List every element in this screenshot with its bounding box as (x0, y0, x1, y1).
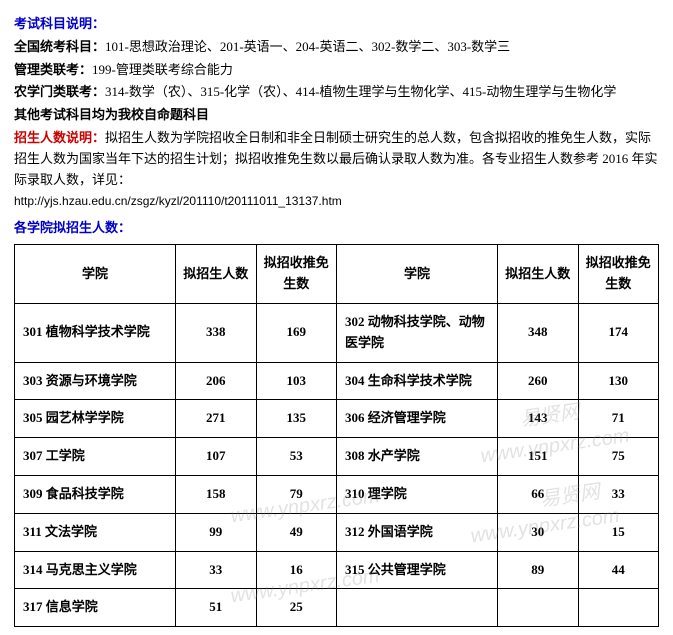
number-cell: 206 (176, 362, 257, 400)
college-name-cell (337, 589, 498, 627)
number-cell: 130 (578, 362, 659, 400)
table-row: 311 文法学院9949312 外国语学院3015 (15, 513, 659, 551)
info-line: 全国统考科目：101-思想政治理论、201-英语一、204-英语二、302-数学… (14, 37, 659, 58)
college-name-cell: 302 动物科技学院、动物医学院 (337, 303, 498, 362)
table-header-row: 学院 拟招生人数 拟招收推免生数 学院 拟招生人数 拟招收推免生数 (15, 245, 659, 304)
number-cell: 30 (498, 513, 579, 551)
number-cell: 89 (498, 551, 579, 589)
info-line-prefix: 全国统考科目： (14, 39, 105, 54)
notice-prefix: 招生人数说明： (14, 130, 105, 145)
enrollment-notice: 招生人数说明：拟招生人数为学院招收全日制和非全日制硕士研究生的总人数，包含拟招收… (14, 128, 659, 190)
info-line: 管理类联考：199-管理类联考综合能力 (14, 60, 659, 81)
header-recommend-2: 拟招收推免生数 (578, 245, 659, 304)
number-cell: 151 (498, 438, 579, 476)
number-cell: 169 (256, 303, 337, 362)
number-cell: 103 (256, 362, 337, 400)
table-row: 305 园艺林学学院271135306 经济管理学院14371 (15, 400, 659, 438)
number-cell: 107 (176, 438, 257, 476)
info-line-text: 314-数学（农）、315-化学（农）、414-植物生理学与生物化学、415-动… (105, 84, 616, 99)
number-cell: 143 (498, 400, 579, 438)
info-line-text: 101-思想政治理论、201-英语一、204-英语二、302-数学二、303-数… (105, 39, 510, 54)
number-cell: 49 (256, 513, 337, 551)
number-cell: 348 (498, 303, 579, 362)
table-row: 317 信息学院5125 (15, 589, 659, 627)
info-line-text: 199-管理类联考综合能力 (92, 62, 233, 77)
college-name-cell: 305 园艺林学学院 (15, 400, 176, 438)
table-row: 303 资源与环境学院206103304 生命科学技术学院260130 (15, 362, 659, 400)
college-name-cell: 311 文法学院 (15, 513, 176, 551)
table-row: 314 马克思主义学院3316315 公共管理学院8944 (15, 551, 659, 589)
college-name-cell: 308 水产学院 (337, 438, 498, 476)
number-cell: 25 (256, 589, 337, 627)
number-cell: 44 (578, 551, 659, 589)
notice-text: 拟招生人数为学院招收全日制和非全日制硕士研究生的总人数，包含拟招收的推免生人数，… (14, 130, 658, 187)
number-cell: 33 (578, 475, 659, 513)
number-cell: 174 (578, 303, 659, 362)
college-name-cell: 306 经济管理学院 (337, 400, 498, 438)
number-cell: 79 (256, 475, 337, 513)
college-name-cell: 315 公共管理学院 (337, 551, 498, 589)
notice-url: http://yjs.hzau.edu.cn/zsgz/kyzl/201110/… (14, 192, 659, 211)
college-name-cell: 301 植物科学技术学院 (15, 303, 176, 362)
number-cell (498, 589, 579, 627)
header-college-1: 学院 (15, 245, 176, 304)
college-name-cell: 314 马克思主义学院 (15, 551, 176, 589)
college-name-cell: 307 工学院 (15, 438, 176, 476)
college-enrollment-title: 各学院拟招生人数： (14, 218, 659, 239)
header-planned-1: 拟招生人数 (176, 245, 257, 304)
number-cell: 71 (578, 400, 659, 438)
number-cell (578, 589, 659, 627)
number-cell: 75 (578, 438, 659, 476)
table-row: 307 工学院10753308 水产学院15175 (15, 438, 659, 476)
info-line: 其他考试科目均为我校自命题科目 (14, 105, 659, 126)
header-recommend-1: 拟招收推免生数 (256, 245, 337, 304)
header-college-2: 学院 (337, 245, 498, 304)
number-cell: 260 (498, 362, 579, 400)
college-name-cell: 303 资源与环境学院 (15, 362, 176, 400)
table-row: 309 食品科技学院15879310 理学院6633 (15, 475, 659, 513)
table-row: 301 植物科学技术学院338169302 动物科技学院、动物医学院348174 (15, 303, 659, 362)
exam-subject-title: 考试科目说明： (14, 14, 659, 35)
info-line-prefix: 农学门类联考： (14, 84, 105, 99)
number-cell: 271 (176, 400, 257, 438)
info-line-prefix: 管理类联考： (14, 62, 92, 77)
header-planned-2: 拟招生人数 (498, 245, 579, 304)
college-name-cell: 310 理学院 (337, 475, 498, 513)
info-line-prefix: 其他考试科目均为我校自命题科目 (14, 107, 209, 122)
number-cell: 15 (578, 513, 659, 551)
college-name-cell: 312 外国语学院 (337, 513, 498, 551)
number-cell: 338 (176, 303, 257, 362)
number-cell: 158 (176, 475, 257, 513)
number-cell: 53 (256, 438, 337, 476)
number-cell: 99 (176, 513, 257, 551)
number-cell: 135 (256, 400, 337, 438)
college-name-cell: 309 食品科技学院 (15, 475, 176, 513)
enrollment-table: 学院 拟招生人数 拟招收推免生数 学院 拟招生人数 拟招收推免生数 301 植物… (14, 244, 659, 627)
college-name-cell: 304 生命科学技术学院 (337, 362, 498, 400)
number-cell: 66 (498, 475, 579, 513)
number-cell: 33 (176, 551, 257, 589)
info-line: 农学门类联考：314-数学（农）、315-化学（农）、414-植物生理学与生物化… (14, 82, 659, 103)
college-name-cell: 317 信息学院 (15, 589, 176, 627)
number-cell: 51 (176, 589, 257, 627)
number-cell: 16 (256, 551, 337, 589)
